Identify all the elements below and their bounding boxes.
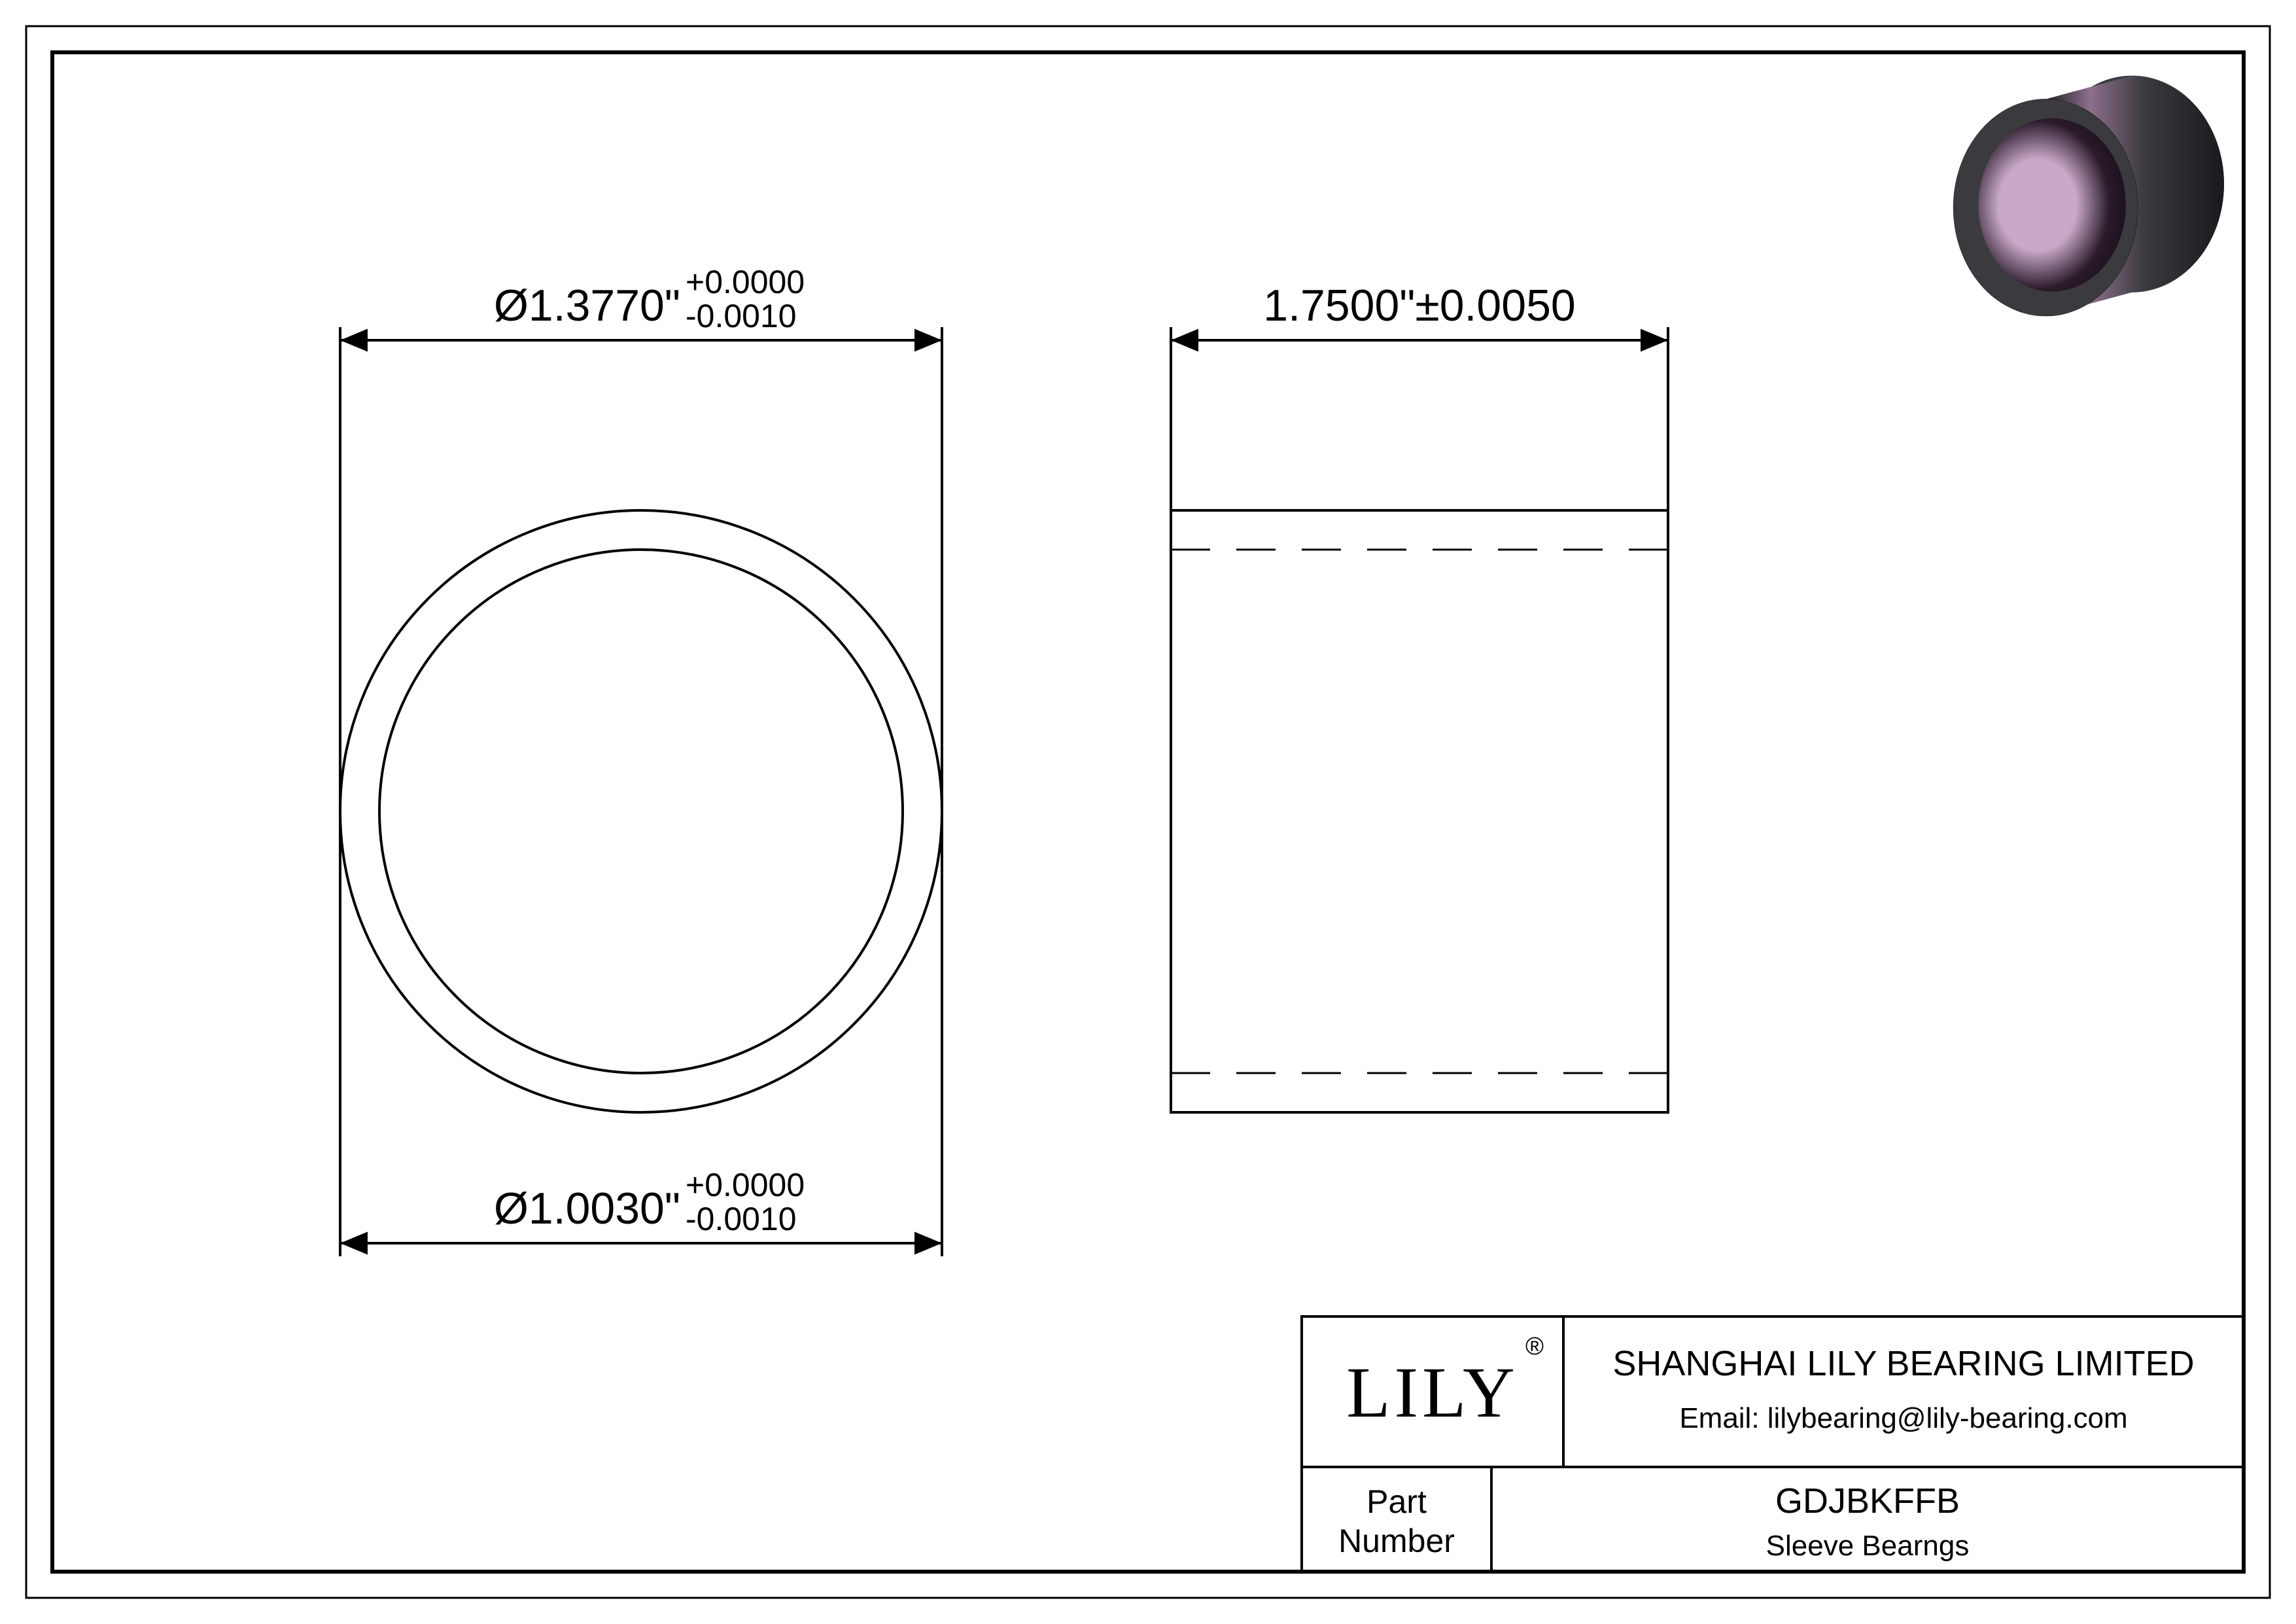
engineering-drawing: Ø1.3770" +0.0000 -0.0010 Ø1.0030" +0.000… (0, 0, 2296, 1624)
dimension-length: 1.7500"±0.0050 (1171, 281, 1668, 510)
company-name: SHANGHAI LILY BEARING LIMITED (1612, 1344, 2194, 1383)
svg-text:-0.0010: -0.0010 (686, 1201, 797, 1237)
svg-text:+0.0000: +0.0000 (686, 264, 805, 300)
part-number-label-2: Number (1338, 1523, 1455, 1559)
dimension-outer-diameter: Ø1.3770" +0.0000 -0.0010 (340, 264, 942, 811)
svg-text:-0.0010: -0.0010 (686, 298, 797, 334)
svg-text:Ø1.0030": Ø1.0030" (494, 1184, 680, 1233)
company-email: Email: lilybearing@lily-bearing.com (1679, 1402, 2127, 1434)
front-view-id (379, 550, 903, 1073)
svg-text:+0.0000: +0.0000 (686, 1167, 805, 1203)
part-number-value: GDJBKFFB (1775, 1481, 1960, 1521)
svg-text:Ø1.3770": Ø1.3770" (494, 281, 680, 330)
isometric-render (1953, 76, 2224, 316)
front-view-od (340, 510, 942, 1112)
svg-text:1.7500"±0.0050: 1.7500"±0.0050 (1263, 281, 1575, 330)
logo-text: LILY (1346, 1352, 1518, 1432)
title-block: LILY ® SHANGHAI LILY BEARING LIMITED Ema… (1302, 1316, 2244, 1572)
registered-icon: ® (1525, 1333, 1544, 1360)
part-number-label: Part (1366, 1483, 1427, 1520)
side-view-outline (1171, 510, 1668, 1112)
part-description: Sleeve Bearngs (1766, 1530, 1970, 1562)
dimension-inner-diameter: Ø1.0030" +0.0000 -0.0010 (340, 811, 942, 1256)
